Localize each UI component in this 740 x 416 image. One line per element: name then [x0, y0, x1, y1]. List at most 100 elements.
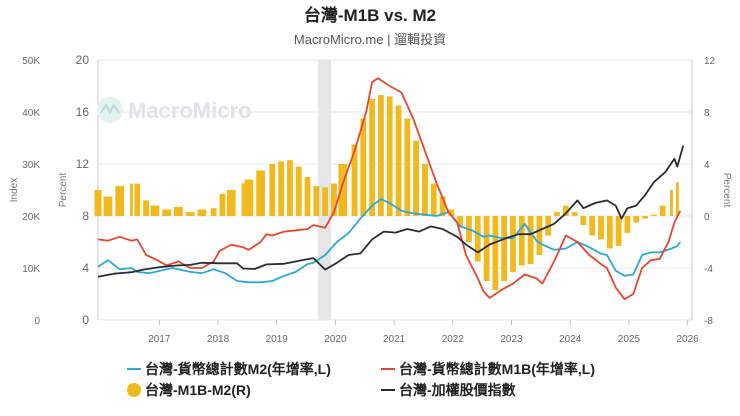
chart-subtitle: MacroMicro.me | 遛輯投資 — [294, 32, 446, 47]
legend-item-m1b-m2[interactable]: 台灣-M1B-M2(R) — [127, 382, 251, 398]
percent-left-tick-label: 8 — [82, 209, 89, 223]
bar-m1b-m2 — [94, 190, 102, 216]
bar-m1b-m2 — [369, 99, 376, 216]
legend-item-taiex[interactable]: 台灣-加權股價指數 — [381, 382, 516, 398]
bar-m1b-m2 — [518, 216, 525, 266]
bar-m1b-m2 — [527, 216, 534, 265]
bar-m1b-m2 — [313, 186, 320, 216]
index-tick-label: 50K — [22, 56, 40, 67]
bar-m1b-m2 — [143, 200, 150, 216]
bar-m1b-m2 — [624, 216, 631, 233]
x-tick-label: 2026 — [676, 334, 699, 345]
bar-m1b-m2 — [378, 95, 384, 216]
bar-m1b-m2 — [269, 164, 276, 216]
percent-right-tick-label: -8 — [704, 316, 713, 327]
bar-m1b-m2 — [244, 179, 254, 216]
watermark-text: MacroMicro — [128, 98, 251, 123]
bar-m1b-m2 — [130, 183, 133, 216]
bar-m1b-m2 — [606, 216, 613, 249]
bar-m1b-m2 — [659, 205, 666, 216]
percent-left-tick-label: 20 — [76, 53, 90, 67]
bar-m1b-m2 — [439, 196, 446, 216]
bar-m1b-m2 — [589, 216, 596, 236]
bar-m1b-m2 — [615, 216, 622, 246]
bar-m1b-m2 — [404, 118, 411, 216]
index-axis-title: Index — [9, 178, 20, 202]
x-tick-label: 2023 — [500, 334, 523, 345]
bar-m1b-m2 — [174, 206, 183, 216]
percent-left-tick-label: 16 — [76, 105, 90, 119]
bar-m1b-m2 — [256, 170, 265, 216]
bar-m1b-m2 — [642, 216, 648, 219]
bar-m1b-m2 — [197, 209, 207, 216]
percent-right-tick-label: 0 — [704, 212, 710, 223]
percent-right-tick-label: 12 — [704, 56, 716, 67]
chart-title: 台灣-M1B vs. M2 — [304, 5, 436, 25]
legend-item-m2[interactable]: 台灣-貨幣總計數M2(年增率,L) — [127, 361, 331, 377]
index-tick-label: 40K — [22, 108, 40, 119]
index-tick-label: 20K — [22, 212, 40, 223]
bar-m1b-m2 — [295, 166, 302, 216]
bar-m1b-m2 — [360, 118, 367, 216]
x-tick-label: 2022 — [442, 334, 465, 345]
line-m2 — [97, 198, 682, 284]
bar-m1b-m2 — [322, 187, 329, 216]
bar-m1b-m2 — [413, 140, 420, 216]
percent-left-tick-label: 4 — [82, 261, 89, 275]
bar-m1b-m2 — [115, 186, 125, 216]
bar-m1b-m2 — [474, 216, 481, 262]
percent-left-axis-title: Percent — [58, 173, 69, 208]
bar-m1b-m2 — [162, 209, 172, 216]
bar-m1b-m2 — [483, 216, 490, 281]
bar-m1b-m2 — [331, 183, 337, 216]
legend-label-m1b: 台灣-貨幣總計數M1B(年增率,L) — [399, 361, 595, 377]
bar-m1b-m2 — [554, 212, 560, 216]
line-m1b — [97, 77, 682, 301]
bar-m1b-m2 — [536, 216, 543, 255]
bar-m1b-m2 — [422, 164, 428, 216]
bar-m1b-m2 — [103, 196, 113, 216]
bar-m1b-m2 — [448, 209, 455, 216]
bar-m1b-m2 — [304, 177, 311, 216]
watermark: MacroMicro — [97, 97, 251, 123]
bar-m1b-m2 — [278, 161, 285, 216]
legend-swatch-m1b-m2 — [127, 383, 141, 397]
bar-m1b-m2 — [430, 183, 437, 216]
bar-layer — [94, 95, 679, 291]
bar-m1b-m2 — [134, 183, 141, 216]
index-tick-label: 10K — [22, 264, 40, 275]
bar-m1b-m2 — [351, 144, 358, 216]
x-tick-label: 2025 — [618, 334, 641, 345]
percent-right-tick-label: 8 — [704, 108, 710, 119]
bar-m1b-m2 — [510, 216, 516, 272]
watermark-logo-mark — [100, 103, 120, 115]
legend-label-taiex: 台灣-加權股價指數 — [399, 382, 516, 398]
bar-m1b-m2 — [670, 190, 673, 216]
bar-m1b-m2 — [501, 216, 508, 281]
line-layer — [97, 77, 685, 301]
bar-m1b-m2 — [150, 205, 160, 216]
x-tick-label: 2020 — [324, 334, 347, 345]
percent-right-axis-title: Percent — [721, 173, 732, 208]
bar-m1b-m2 — [675, 182, 679, 216]
legend-item-m1b[interactable]: 台灣-貨幣總計數M1B(年增率,L) — [381, 361, 595, 377]
bar-m1b-m2 — [562, 205, 569, 216]
x-tick-label: 2024 — [559, 334, 582, 345]
percent-right-tick-label: 4 — [704, 160, 710, 171]
legend-label-m1b-m2: 台灣-M1B-M2(R) — [145, 382, 251, 398]
bar-m1b-m2 — [571, 212, 578, 216]
bar-m1b-m2 — [633, 216, 640, 223]
bar-m1b-m2 — [338, 164, 348, 216]
bar-m1b-m2 — [598, 216, 604, 240]
x-tick-label: 2017 — [148, 334, 171, 345]
x-tick-label: 2018 — [207, 334, 230, 345]
x-tick-label: 2021 — [383, 334, 406, 345]
bar-m1b-m2 — [226, 190, 236, 216]
index-tick-label: 30K — [22, 160, 40, 171]
x-tick-label: 2019 — [266, 334, 289, 345]
bar-m1b-m2 — [457, 216, 464, 227]
index-tick-label: 0 — [34, 316, 40, 327]
bar-m1b-m2 — [241, 183, 245, 216]
legend-label-m2: 台灣-貨幣總計數M2(年增率,L) — [145, 361, 331, 377]
